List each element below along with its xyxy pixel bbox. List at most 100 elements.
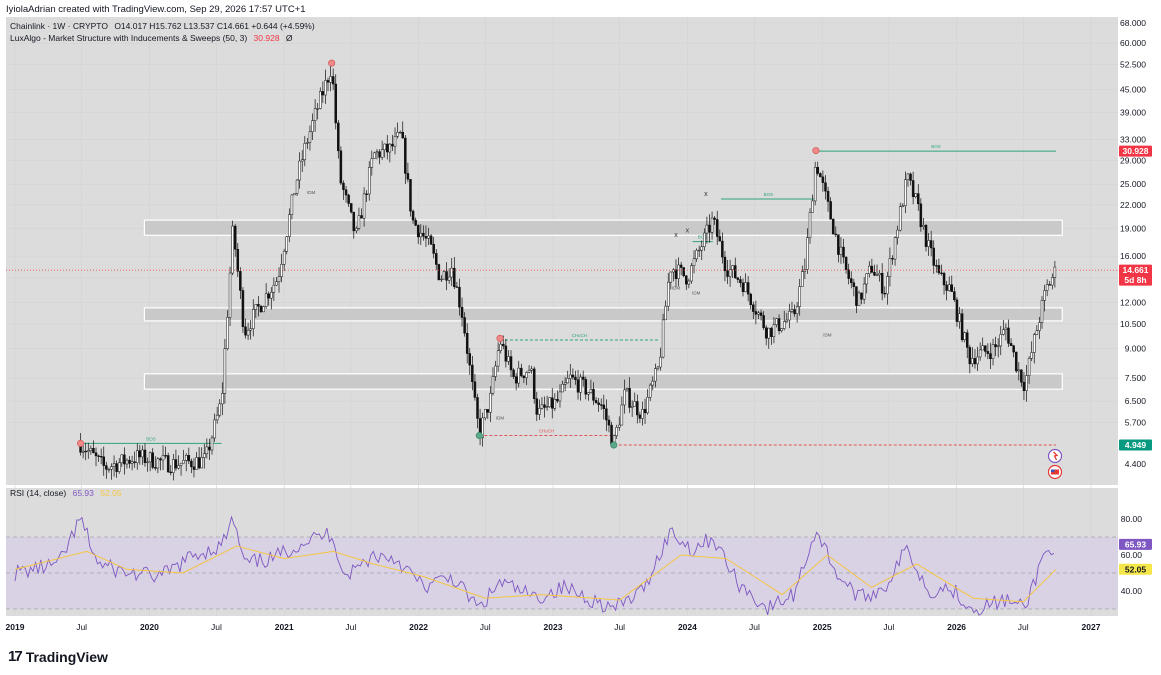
candle (963, 331, 966, 343)
candle (393, 127, 397, 155)
candle (422, 225, 425, 241)
candle (532, 366, 536, 404)
candle (816, 161, 819, 176)
candle (703, 228, 706, 251)
candle (370, 150, 374, 176)
candle (1027, 356, 1031, 384)
candle (133, 451, 136, 468)
candle (535, 391, 539, 421)
idm-label: IDM (307, 190, 316, 195)
structure-label: BOS (764, 192, 774, 197)
candle (715, 210, 719, 245)
candle (414, 217, 417, 226)
candle (244, 318, 247, 339)
candle (226, 310, 229, 351)
candle (203, 443, 206, 469)
candle (246, 322, 250, 341)
candle (308, 125, 312, 151)
structure-label: BOS (146, 436, 156, 441)
candle (793, 304, 796, 317)
candle (264, 283, 268, 309)
candle (406, 162, 410, 183)
time-tick: 2023 (544, 622, 563, 632)
alert-icon[interactable] (1047, 448, 1063, 464)
candle (1035, 325, 1039, 336)
candle (790, 301, 794, 314)
candle (92, 440, 95, 454)
zone-box (143, 307, 1063, 322)
price-tick: 12.000 (1120, 297, 1146, 307)
time-tick: 2025 (813, 622, 832, 632)
candle (775, 317, 778, 328)
candle (749, 292, 752, 310)
candle (563, 377, 567, 392)
rsi-ma-badge: 52.05 (1119, 563, 1152, 575)
idm-label: IDM (823, 333, 832, 338)
zone-box (143, 373, 1063, 390)
candle (909, 172, 912, 186)
sweep-mark: x (704, 191, 708, 198)
time-tick: Jul (211, 622, 222, 632)
candle (1051, 273, 1054, 290)
candle (932, 240, 935, 274)
candle (102, 446, 105, 476)
candle (551, 388, 554, 419)
candle (906, 173, 910, 187)
price-tick: 19.000 (1120, 223, 1146, 233)
structure-label: BOS (698, 235, 708, 240)
candle (891, 255, 894, 265)
candle (507, 350, 510, 365)
candle (128, 456, 131, 469)
candle (685, 275, 688, 290)
candle (164, 446, 167, 459)
chart-canvas[interactable]: BOS BOS BOS BOS CHoCH CHoCH IDM IDM IDM IDM IDM x x… (0, 0, 1161, 640)
candle (277, 267, 281, 293)
rsi-tick: 40.00 (1121, 586, 1143, 596)
candle (545, 395, 549, 411)
candle (465, 323, 469, 364)
candle (548, 397, 551, 408)
candle (259, 304, 263, 313)
candle (357, 207, 361, 231)
candle (558, 384, 562, 408)
candle (517, 360, 520, 388)
candle (731, 264, 734, 279)
candle (850, 271, 853, 289)
candle (700, 240, 704, 261)
candle (115, 460, 118, 478)
candle (1030, 341, 1033, 362)
candle (295, 179, 299, 196)
candle (770, 326, 773, 345)
candle (213, 413, 216, 442)
price-tick: 6.500 (1125, 396, 1147, 406)
time-tick: 2019 (6, 622, 25, 632)
time-tick: 2024 (678, 622, 697, 632)
flag-icon[interactable] (1047, 464, 1063, 480)
candle (324, 69, 327, 104)
candle (744, 273, 747, 293)
candle (764, 325, 768, 346)
candle (473, 373, 477, 401)
main-pane-bg (6, 17, 1118, 485)
candle (679, 261, 683, 276)
candle (388, 142, 392, 163)
candle (996, 338, 1000, 358)
candle (782, 310, 786, 331)
candle (349, 203, 353, 214)
candle (788, 303, 791, 329)
rsi-ma-line (14, 545, 1057, 603)
candle (643, 398, 647, 425)
candle (978, 342, 982, 361)
candle (437, 263, 441, 281)
price-tick: 7.500 (1125, 373, 1147, 383)
candle (955, 297, 959, 327)
candle (594, 397, 598, 404)
candle (148, 451, 152, 472)
tradingview-logo[interactable]: 17 TradingView (8, 648, 108, 665)
candle (587, 392, 590, 401)
candle (455, 281, 459, 288)
candle (610, 421, 613, 445)
time-tick: Jul (345, 622, 356, 632)
candle (795, 302, 799, 323)
